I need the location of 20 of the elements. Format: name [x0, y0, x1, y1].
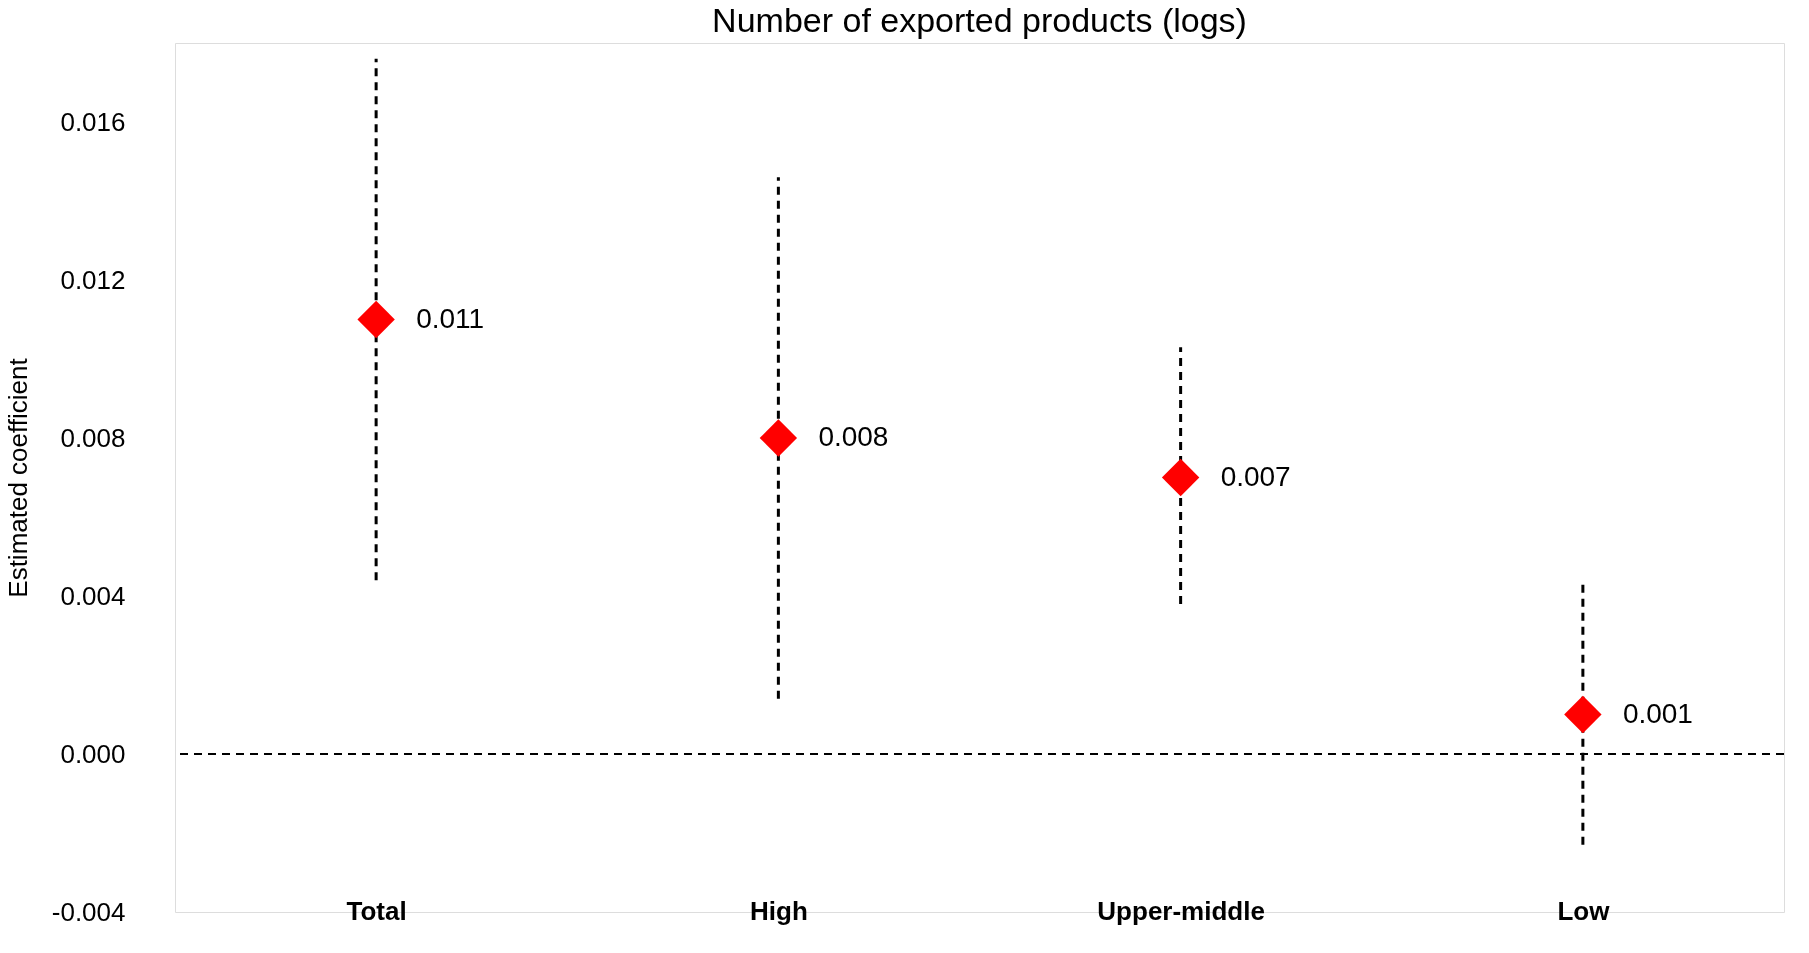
x-tick-label: Low: [1557, 895, 1611, 926]
y-tick-label: -0.004: [51, 896, 126, 927]
point: [759, 419, 798, 457]
x-tick-label: Upper-middle: [1097, 895, 1265, 926]
data-label: 0.007: [1220, 460, 1291, 492]
point: [1564, 695, 1602, 734]
y-tick-label: 0.004: [60, 580, 126, 611]
y-axis-title: Estimated coefficient: [2, 357, 33, 598]
chart-title: Number of exported products (logs): [712, 1, 1247, 39]
y-tick-label: 0.000: [60, 738, 126, 769]
point: [357, 300, 395, 339]
data-label: 0.001: [1622, 697, 1693, 729]
point: [1161, 458, 1200, 497]
x-tick-label: Total: [346, 895, 407, 926]
data-label: 0.008: [818, 421, 889, 452]
y-tick-label: 0.008: [60, 422, 126, 453]
data-label: 0.011: [416, 302, 485, 334]
y-tick-label: 0.016: [60, 106, 126, 137]
x-tick-label: High: [749, 895, 808, 926]
y-tick-label: 0.012: [60, 264, 126, 295]
